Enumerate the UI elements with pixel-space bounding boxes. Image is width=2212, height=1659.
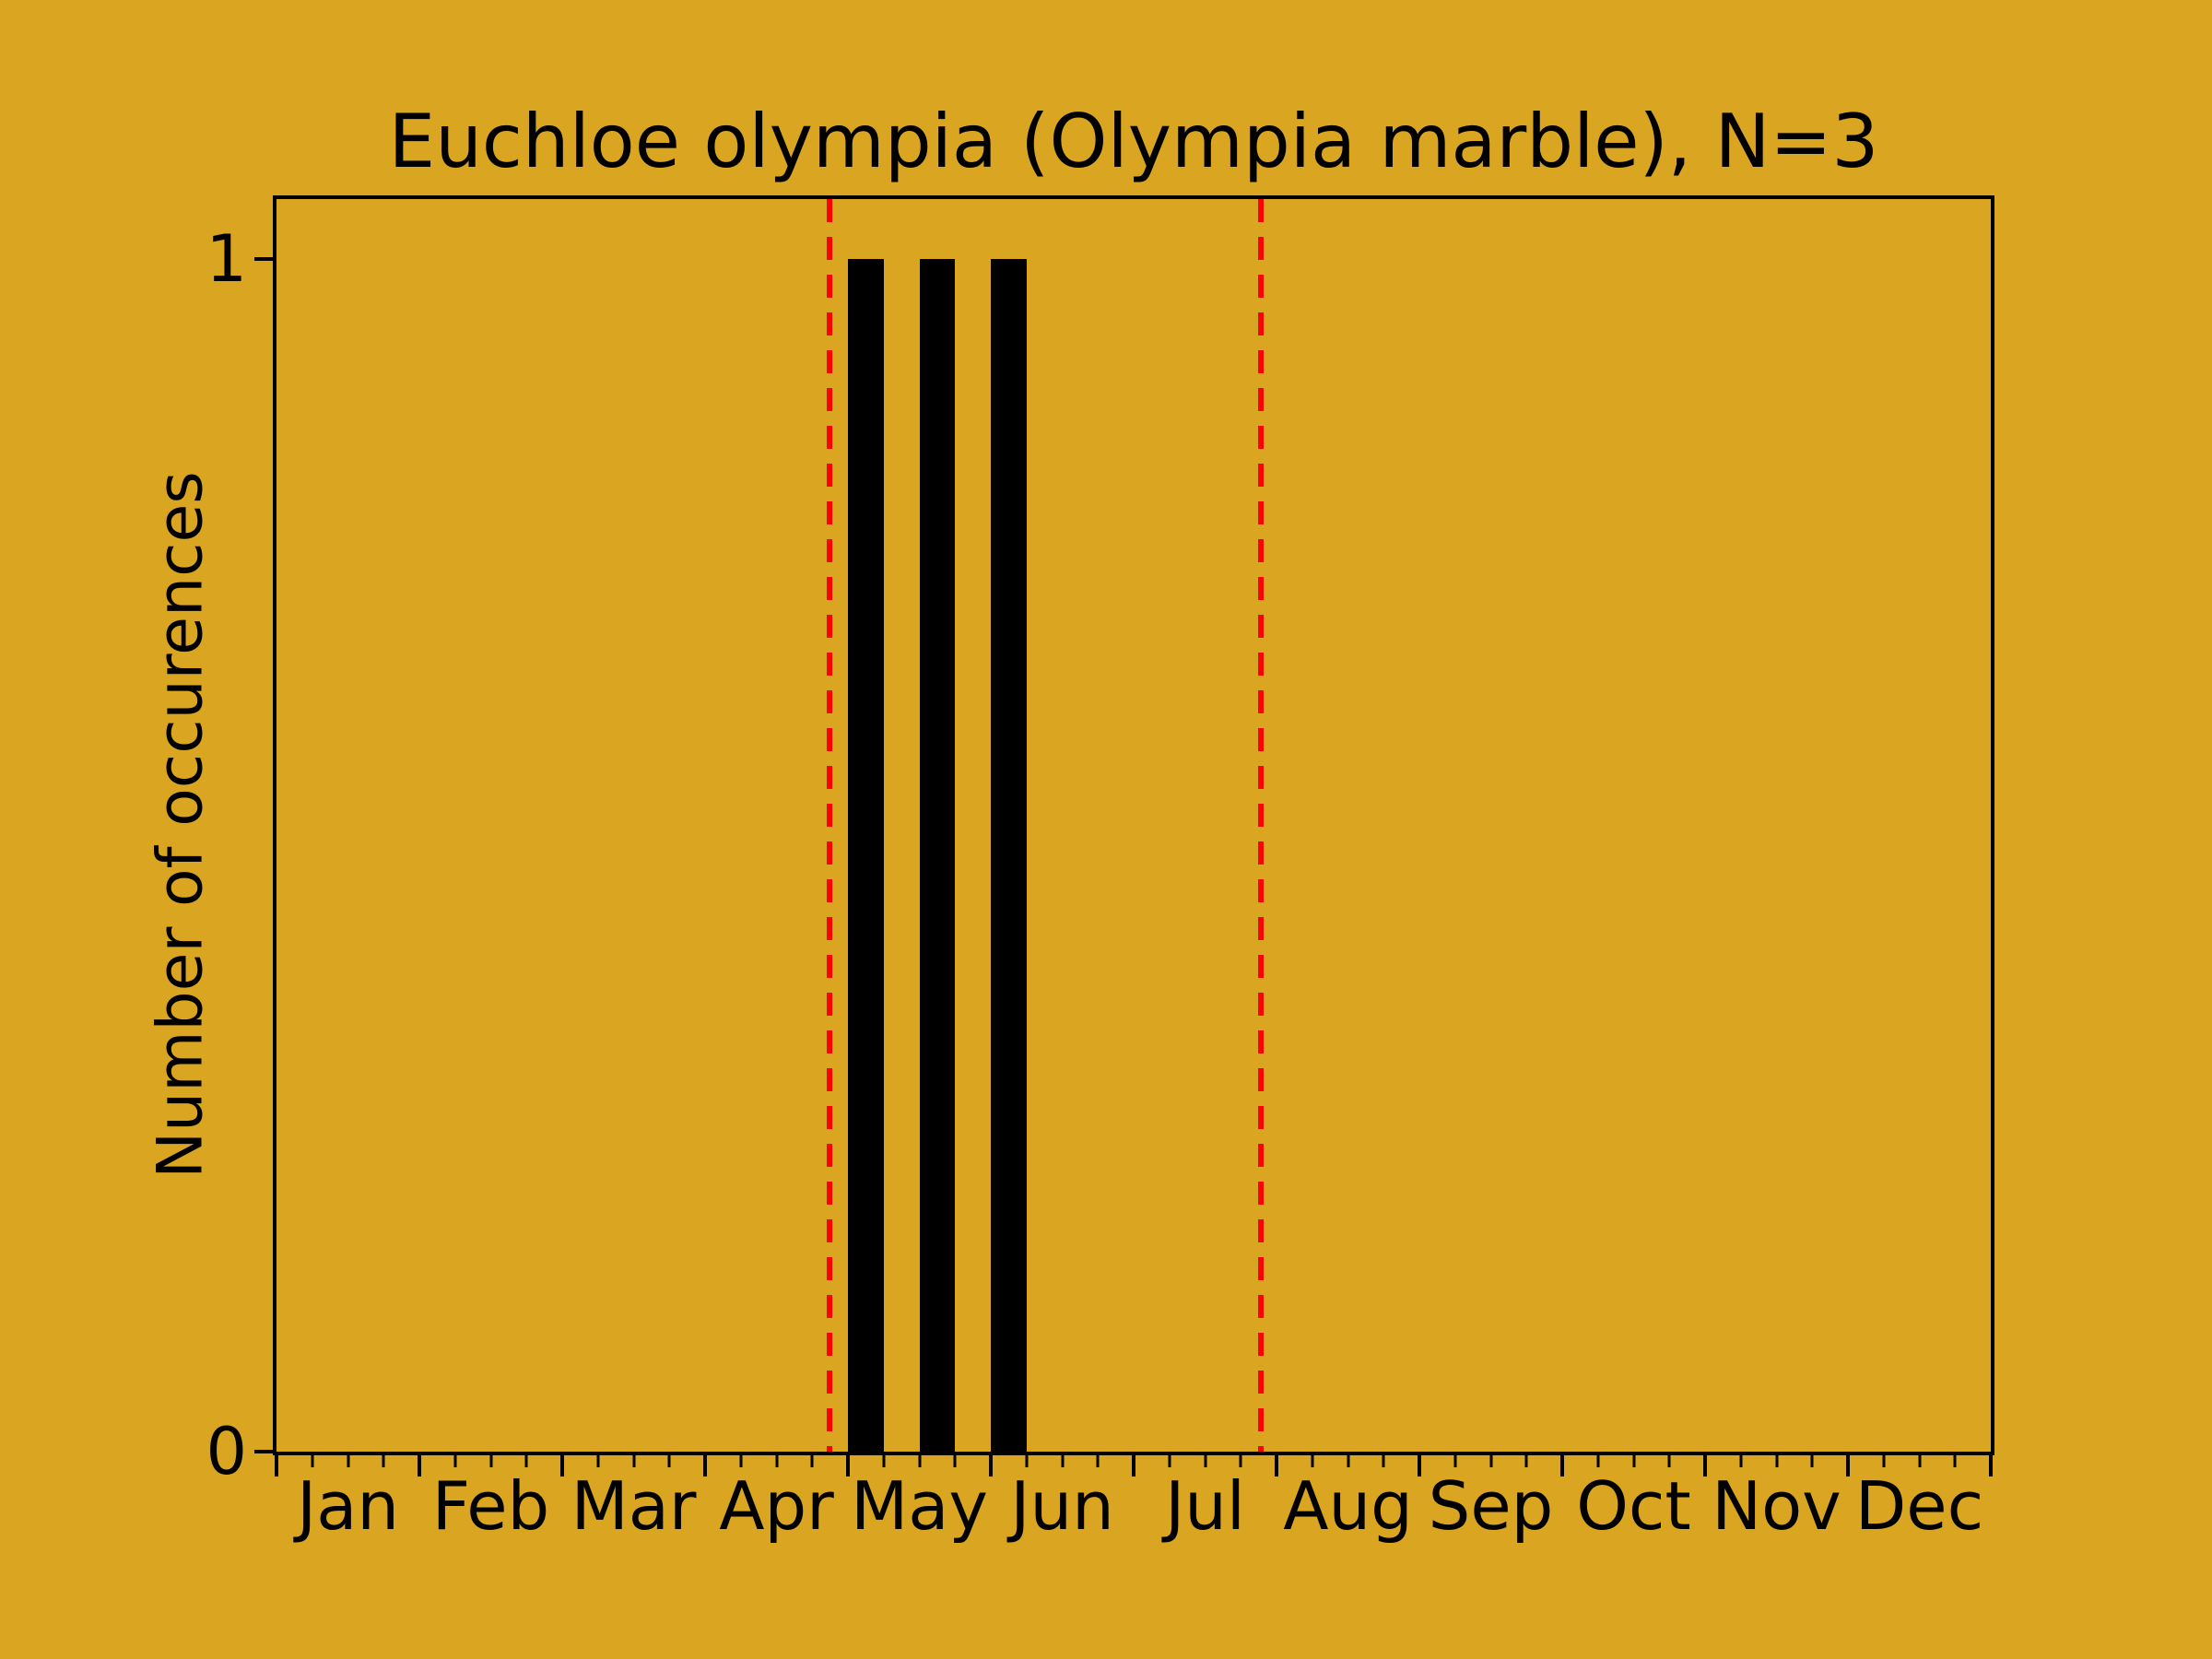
x-tick-minor [775, 1455, 778, 1467]
x-tick-minor [953, 1455, 957, 1467]
x-tick-label-oct: Oct [1576, 1467, 1691, 1545]
x-tick-minor [311, 1455, 314, 1467]
x-tick-minor [382, 1455, 385, 1467]
y-tick-label: 0 [206, 1414, 247, 1489]
x-tick-label-jan: Jan [297, 1467, 399, 1545]
x-tick-major [1418, 1455, 1421, 1477]
x-tick-major [1846, 1455, 1850, 1477]
x-tick-minor [1061, 1455, 1064, 1467]
y-tick-label: 1 [206, 220, 247, 297]
x-tick-minor [667, 1455, 671, 1467]
x-tick-major [1275, 1455, 1278, 1477]
x-tick-major [846, 1455, 850, 1477]
x-tick-minor [882, 1455, 886, 1467]
x-tick-minor [1739, 1455, 1743, 1467]
x-tick-minor [347, 1455, 349, 1467]
x-tick-minor [1596, 1455, 1600, 1467]
x-tick-minor [1453, 1455, 1457, 1467]
plot-area [273, 195, 1994, 1455]
x-tick-major [1989, 1455, 1993, 1477]
x-tick-minor [1953, 1455, 1957, 1467]
x-tick-minor [1882, 1455, 1886, 1467]
x-tick-minor [1025, 1455, 1029, 1467]
x-tick-minor [524, 1455, 528, 1467]
occurrence-bar [991, 258, 1027, 1452]
x-tick-label-nov: Nov [1712, 1467, 1841, 1545]
x-tick-label-may: May [851, 1467, 988, 1545]
y-tick-mark [254, 1450, 273, 1453]
x-tick-minor [489, 1455, 492, 1467]
x-tick-minor [1311, 1455, 1314, 1467]
x-tick-minor [1667, 1455, 1671, 1467]
x-tick-major [989, 1455, 993, 1477]
x-tick-label-dec: Dec [1854, 1467, 1984, 1545]
x-tick-minor [1489, 1455, 1492, 1467]
x-tick-major [418, 1455, 421, 1477]
x-tick-minor [596, 1455, 600, 1467]
x-tick-minor [739, 1455, 743, 1467]
y-tick-mark [254, 256, 273, 261]
flight-period-boundary-line [827, 199, 833, 1452]
occurrence-bar [848, 258, 884, 1452]
x-tick-major [1132, 1455, 1135, 1477]
x-tick-label-jul: Jul [1165, 1467, 1245, 1545]
x-tick-label-apr: Apr [719, 1467, 834, 1545]
x-tick-minor [1168, 1455, 1171, 1467]
y-axis-label: Number of occurences [144, 471, 218, 1179]
x-tick-minor [1204, 1455, 1206, 1467]
x-tick-minor [453, 1455, 457, 1467]
x-tick-label-aug: Aug [1283, 1467, 1413, 1545]
x-tick-minor [1918, 1455, 1921, 1467]
flight-period-boundary-line [1258, 199, 1264, 1452]
x-tick-minor [1524, 1455, 1528, 1467]
x-tick-minor [810, 1455, 814, 1467]
x-tick-minor [632, 1455, 635, 1467]
x-tick-minor [1096, 1455, 1100, 1467]
x-tick-minor [1810, 1455, 1814, 1467]
x-tick-label-mar: Mar [571, 1467, 697, 1545]
x-tick-minor [1775, 1455, 1778, 1467]
x-tick-minor [1239, 1455, 1242, 1467]
x-tick-major [703, 1455, 707, 1477]
x-tick-minor [1632, 1455, 1635, 1467]
x-tick-major [1703, 1455, 1707, 1477]
x-tick-label-jun: Jun [1010, 1467, 1114, 1545]
x-tick-label-sep: Sep [1428, 1467, 1554, 1545]
occurrence-bar [919, 258, 956, 1452]
x-tick-major [275, 1455, 278, 1477]
x-tick-minor [918, 1455, 921, 1467]
x-tick-minor [1347, 1455, 1349, 1467]
x-tick-major [560, 1455, 564, 1477]
chart-title: Euchloe olympia (Olympia marble), N=3 [388, 99, 1879, 184]
x-tick-label-feb: Feb [431, 1467, 550, 1545]
x-tick-minor [1382, 1455, 1385, 1467]
x-tick-major [1560, 1455, 1564, 1477]
